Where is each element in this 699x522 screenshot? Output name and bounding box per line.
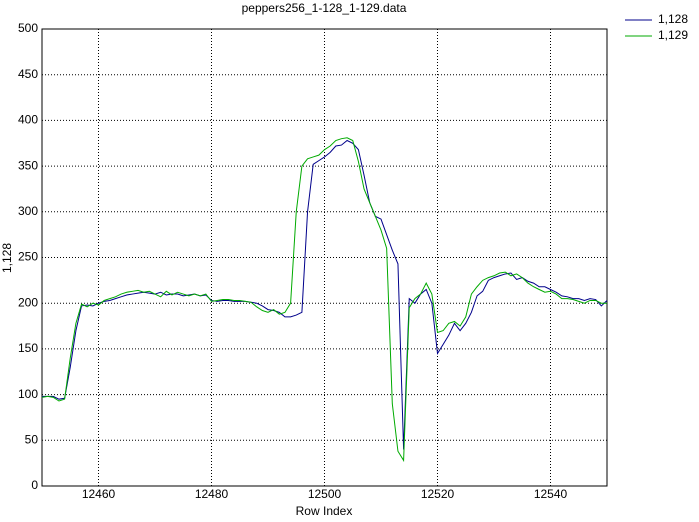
y-tick-label: 300 [18,204,38,218]
y-tick-label: 0 [31,478,38,492]
x-tick-label: 12480 [195,487,229,501]
x-tick-label: 12460 [82,487,116,501]
y-tick-label: 250 [18,250,38,264]
legend-label: 1,129 [658,28,688,42]
x-axis-label: Row Index [296,504,353,518]
y-tick-label: 200 [18,295,38,309]
line-series [41,137,607,463]
y-tick-label: 100 [18,387,38,401]
y-tick-label: 150 [18,341,38,355]
chart-title: peppers256_1-128_1-129.data [242,1,407,15]
y-tick-label: 350 [18,158,38,172]
legend-label: 1,128 [658,12,688,26]
x-tick-label: 12500 [308,487,342,501]
x-tick-label: 12540 [534,487,568,501]
y-tick-label: 400 [18,113,38,127]
y-tick-label: 500 [18,21,38,35]
y-tick-label: 450 [18,67,38,81]
y-axis-label: 1,128 [0,243,14,273]
x-tick-label: 12520 [421,487,455,501]
axes-box [41,28,608,487]
y-tick-label: 50 [25,432,39,446]
